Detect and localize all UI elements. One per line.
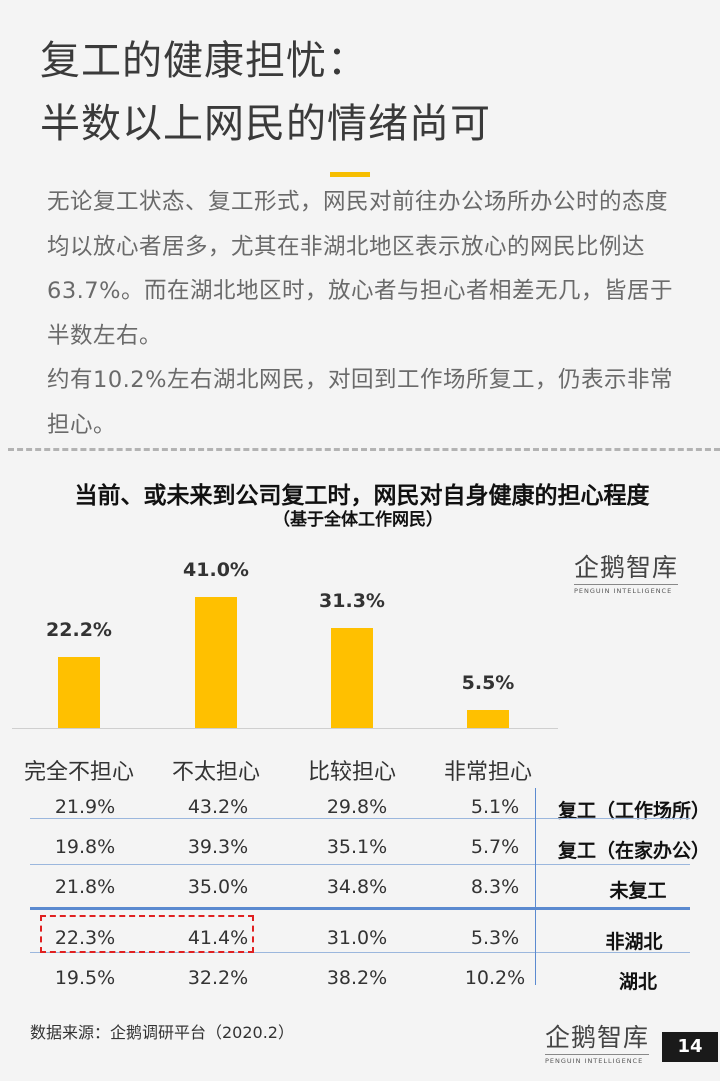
table-cell: 19.5% — [54, 967, 116, 989]
bar-4 — [467, 710, 509, 728]
table-cell: 22.3% — [54, 927, 116, 949]
category-label: 比较担心 — [307, 760, 396, 785]
table-cell: 34.8% — [326, 876, 388, 898]
chart-title: 当前、或未来到公司复工时，网民对自身健康的担心程度 — [74, 483, 650, 509]
title-line-2: 半数以上网民的情绪尚可 — [40, 101, 491, 147]
table-cell: 35.0% — [187, 876, 249, 898]
table-divider — [30, 864, 690, 865]
table-cell: 19.8% — [54, 836, 116, 858]
footer-logo-text: 企鹅智库 — [545, 1023, 650, 1052]
table-cell: 32.2% — [187, 967, 249, 989]
bar-1 — [58, 657, 100, 728]
table-row-label: 未复工 — [609, 880, 667, 902]
summary-text: 无论复工状态、复工形式，网民对前往办公场所办公时的态度均以放心者居多，尤其在非湖… — [47, 180, 687, 447]
brand-logo: 企鹅智库 PENGUIN INTELLIGENCE — [574, 548, 679, 595]
bar-value-label: 31.3% — [319, 590, 385, 612]
accent-bar — [330, 172, 370, 177]
bar-value-label: 22.2% — [46, 619, 112, 641]
table-cell: 38.2% — [326, 967, 388, 989]
category-label: 不太担心 — [171, 760, 260, 785]
table-cell: 5.7% — [470, 836, 520, 858]
table-group-divider — [30, 907, 690, 910]
bar-3 — [331, 628, 373, 728]
bar-value-label: 41.0% — [183, 559, 249, 581]
logo-text: 企鹅智库 — [574, 553, 679, 582]
category-label: 非常担心 — [443, 760, 532, 785]
summary-paragraph-1: 无论复工状态、复工形式，网民对前往办公场所办公时的态度均以放心者居多，尤其在非湖… — [47, 189, 673, 349]
table-divider — [30, 818, 690, 819]
footer-logo-tagline: PENGUIN INTELLIGENCE — [545, 1054, 650, 1065]
table-row-label: 非湖北 — [605, 931, 663, 953]
title-line-1: 复工的健康担忧： — [40, 38, 368, 84]
page-title: 复工的健康担忧： 半数以上网民的情绪尚可 — [40, 30, 491, 156]
highlight-box — [40, 915, 254, 953]
table-cell: 39.3% — [187, 836, 249, 858]
table-cell: 5.3% — [470, 927, 520, 949]
table-cell: 10.2% — [464, 967, 526, 989]
table-divider — [30, 952, 690, 953]
footer-logo: 企鹅智库 PENGUIN INTELLIGENCE — [545, 1018, 650, 1065]
table-cell: 5.1% — [470, 796, 520, 818]
table-cell: 21.8% — [54, 876, 116, 898]
page-number: 14 — [662, 1032, 718, 1062]
table-cell: 35.1% — [326, 836, 388, 858]
bar-2 — [195, 597, 237, 728]
summary-paragraph-2: 约有10.2%左右湖北网民，对回到工作场所复工，仍表示非常担心。 — [47, 367, 673, 438]
chart-baseline — [12, 728, 558, 729]
data-source: 数据来源：企鹅调研平台（2020.2） — [30, 1023, 294, 1042]
logo-tagline: PENGUIN INTELLIGENCE — [574, 584, 679, 595]
table-cell: 41.4% — [187, 927, 249, 949]
table-cell: 8.3% — [470, 876, 520, 898]
section-divider — [8, 448, 720, 451]
table-cell: 29.8% — [326, 796, 388, 818]
chart-subtitle: （基于全体工作网民） — [273, 510, 443, 530]
table-cell: 21.9% — [54, 796, 116, 818]
bar-value-label: 5.5% — [461, 672, 515, 694]
table-row-label: 湖北 — [618, 971, 657, 993]
table-row-label: 复工（在家办公） — [557, 840, 710, 862]
table-row-label: 复工（工作场所） — [557, 800, 710, 822]
table-column-divider — [535, 788, 536, 985]
table-cell: 43.2% — [187, 796, 249, 818]
table-cell: 31.0% — [326, 927, 388, 949]
category-label: 完全不担心 — [23, 760, 134, 785]
